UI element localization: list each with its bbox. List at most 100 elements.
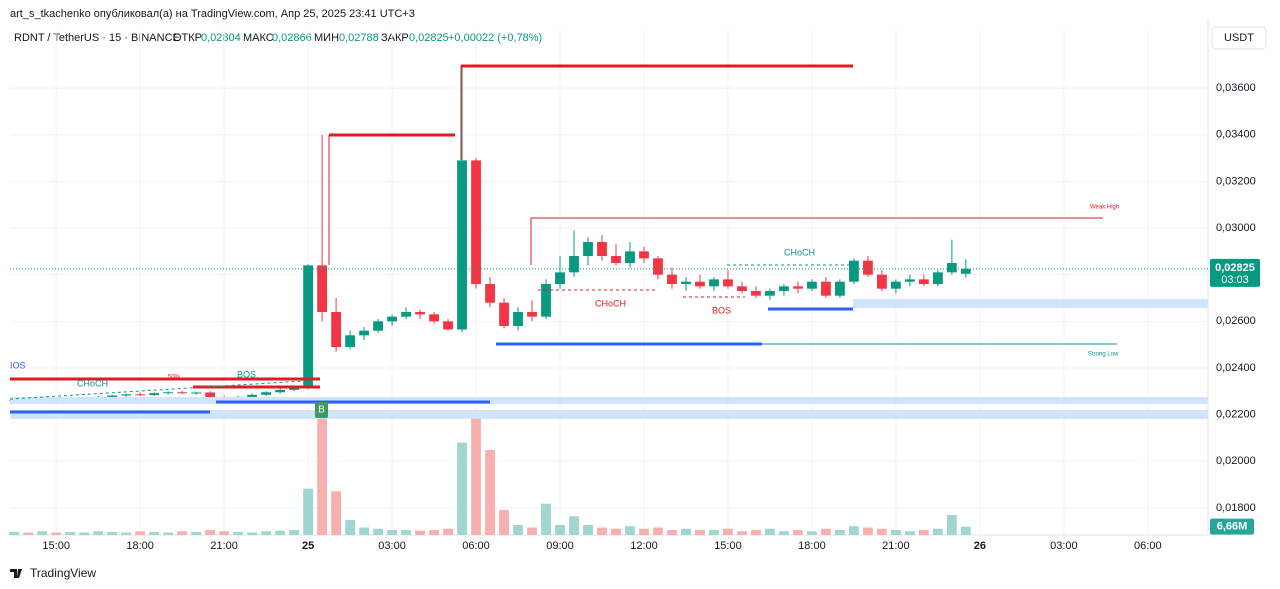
- volume-bar: [163, 532, 174, 535]
- annotation: 50%: [168, 375, 181, 381]
- volume-bar: [527, 527, 537, 535]
- candle-body: [765, 291, 775, 296]
- annotation: CHoCH: [595, 298, 626, 308]
- last-price-box: [1210, 258, 1260, 287]
- candle-body: [905, 279, 915, 282]
- volume-bar: [821, 528, 831, 535]
- volume-bar: [625, 526, 635, 535]
- candle-body: [611, 256, 621, 264]
- volume-bar: [891, 530, 901, 535]
- candle-body: [555, 272, 565, 285]
- candle-body: [807, 281, 817, 289]
- close-value: 0,02825: [409, 32, 449, 44]
- candle-body: [317, 265, 327, 313]
- volume-bar: [149, 531, 160, 535]
- currency-button[interactable]: [1211, 26, 1267, 50]
- candle-body: [527, 312, 537, 317]
- volume-bar: [877, 528, 887, 535]
- candle-body: [569, 256, 579, 273]
- volume-bar: [93, 531, 104, 535]
- volume-bar: [681, 528, 691, 535]
- volume-bar: [723, 528, 733, 535]
- annotation: BOS: [712, 305, 731, 315]
- volume-bar: [205, 530, 216, 535]
- candle-body: [485, 284, 495, 303]
- annotation: Weak High: [1090, 205, 1119, 211]
- x-tick-label: 15:00: [42, 540, 70, 552]
- buy-signal: [315, 402, 328, 418]
- volume-bar: [597, 527, 607, 535]
- candle-body: [723, 279, 733, 287]
- volume-bar: [485, 450, 495, 535]
- volume-bar: [233, 531, 244, 535]
- candle-body: [177, 392, 188, 394]
- candle-body: [625, 251, 635, 264]
- x-tick-label: 21:00: [210, 540, 238, 552]
- plot: [9, 30, 1208, 535]
- candle-body: [946, 263, 957, 273]
- volume-bar: [807, 531, 817, 535]
- x-tick-label: 03:00: [1050, 540, 1078, 552]
- volume-bar: [918, 530, 929, 535]
- volume-bar: [639, 528, 649, 535]
- volume-bar: [513, 525, 523, 535]
- volume-bar: [905, 531, 915, 535]
- currency[interactable]: USDT: [1224, 32, 1254, 44]
- x-tick-label: 09:00: [546, 540, 574, 552]
- volume-bar: [387, 530, 397, 535]
- candle-body: [275, 389, 286, 393]
- candle-body: [541, 284, 551, 317]
- volume-bar: [289, 530, 300, 535]
- volume-bar: [751, 530, 761, 535]
- y-tick-label: 0,02200: [1216, 409, 1256, 421]
- candle-body: [653, 258, 663, 275]
- candle-body: [891, 281, 901, 289]
- x-tick-label: 15:00: [714, 540, 742, 552]
- candle-body: [499, 302, 509, 327]
- open-value: 0,02804: [201, 32, 241, 44]
- candle-body: [751, 291, 761, 296]
- volume-bar: [835, 530, 845, 535]
- legend-line: RDNT / TetherUS · 15 · BINANCE ОТКР 0,02…: [14, 32, 542, 44]
- volume-bar: [247, 532, 258, 535]
- volume-bar: [709, 530, 719, 535]
- candle-body: [877, 274, 887, 289]
- symbol: RDNT / TetherUS · 15 · BINANCE: [14, 32, 180, 44]
- change: +0,00022 (+0,78%): [448, 32, 542, 44]
- volume-bar: [51, 532, 62, 535]
- candle-body: [681, 281, 691, 285]
- volume-bar: [611, 528, 621, 535]
- volume-bar: [23, 532, 34, 535]
- volume-bar: [331, 491, 341, 535]
- candle-body: [359, 330, 369, 336]
- zone: [10, 410, 1208, 419]
- candle-body: [932, 272, 943, 285]
- candle-body: [303, 265, 313, 388]
- volume-bar: [443, 528, 453, 535]
- x-tick-label: 21:00: [882, 540, 910, 552]
- x-tick-label: 25: [302, 540, 314, 552]
- annotation: CHoCH: [784, 247, 815, 257]
- candle-body: [583, 242, 593, 257]
- volume-bar: [960, 526, 971, 535]
- zone: [10, 397, 1208, 404]
- candle-body: [163, 392, 174, 394]
- candle-body: [513, 312, 523, 327]
- volume-bar: [261, 531, 272, 535]
- candle-body: [261, 392, 272, 395]
- annotation: BOS: [237, 369, 256, 379]
- level: [9, 379, 321, 400]
- volume-bar: [849, 526, 859, 535]
- open-label: ОТКР: [173, 32, 202, 44]
- candle-body: [639, 251, 649, 259]
- volume-bar: [219, 531, 230, 535]
- candle-body: [457, 160, 467, 330]
- candle-body: [247, 394, 258, 397]
- annotation: IOS: [10, 360, 26, 370]
- candle-body: [779, 286, 789, 292]
- volume-bar: [429, 530, 439, 535]
- candle-body: [149, 393, 160, 396]
- candle-body: [960, 268, 971, 274]
- y-tick-label: 0,02000: [1216, 455, 1256, 467]
- volume-bar: [765, 528, 775, 535]
